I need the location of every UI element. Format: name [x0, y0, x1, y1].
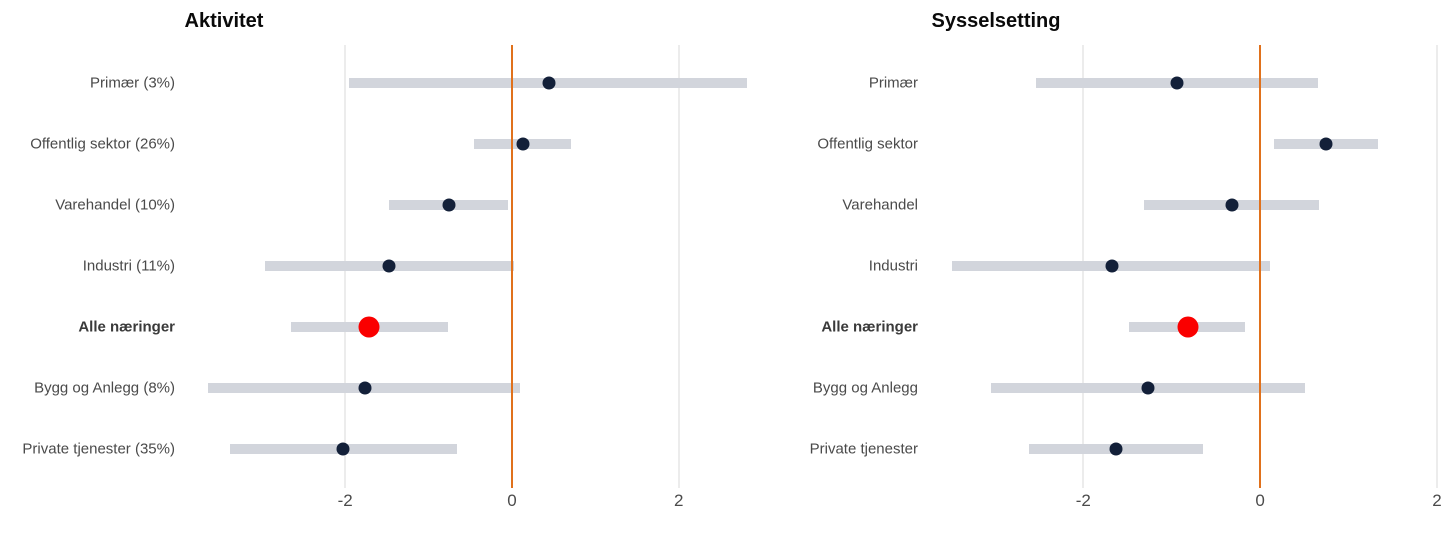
- point-estimate-dot: [358, 381, 372, 395]
- zero-reference-line: [510, 45, 513, 488]
- point-estimate-dot: [382, 259, 396, 273]
- point-estimate-dot: [336, 442, 350, 456]
- point-estimate-dot: [516, 137, 530, 151]
- point-estimate-dot: [542, 76, 556, 90]
- highlight-point-estimate-dot: [358, 316, 380, 338]
- chart-title: Sysselsetting: [931, 10, 1061, 32]
- category-label: Industri (11%): [82, 257, 175, 275]
- zero-reference-line: [1259, 45, 1262, 488]
- point-estimate-dot: [1109, 442, 1123, 456]
- chart-title: Aktivitet: [184, 10, 264, 32]
- category-label: Primær: [868, 74, 918, 92]
- category-label: Alle næringer: [821, 318, 918, 336]
- category-label: Private tjenester (35%): [22, 440, 175, 458]
- point-estimate-dot: [1141, 381, 1155, 395]
- x-tick-label: -2: [337, 491, 353, 510]
- category-label: Private tjenester: [809, 440, 918, 458]
- category-label: Offentlig sektor: [817, 135, 918, 153]
- x-tick-label: 0: [507, 491, 517, 510]
- category-label: Bygg og Anlegg (8%): [34, 379, 175, 397]
- gridline: [677, 45, 680, 488]
- point-estimate-dot: [1319, 137, 1333, 151]
- category-label: Alle næringer: [78, 318, 175, 336]
- x-tick-label: 2: [674, 491, 684, 510]
- category-label: Primær (3%): [90, 74, 175, 92]
- category-label: Bygg og Anlegg: [812, 379, 918, 397]
- category-label: Varehandel: [842, 196, 918, 214]
- x-tick-label: -2: [1075, 491, 1091, 510]
- x-tick-label: 0: [1255, 491, 1265, 510]
- x-tick-label: 2: [1432, 491, 1442, 510]
- point-estimate-dot: [1170, 76, 1184, 90]
- point-estimate-dot: [1105, 259, 1119, 273]
- point-estimate-dot: [442, 198, 456, 212]
- category-label: Industri: [868, 257, 918, 275]
- category-label: Offentlig sektor (26%): [30, 135, 175, 153]
- gridline: [1436, 45, 1439, 488]
- point-estimate-dot: [1225, 198, 1239, 212]
- category-label: Varehandel (10%): [55, 196, 175, 214]
- highlight-point-estimate-dot: [1177, 316, 1199, 338]
